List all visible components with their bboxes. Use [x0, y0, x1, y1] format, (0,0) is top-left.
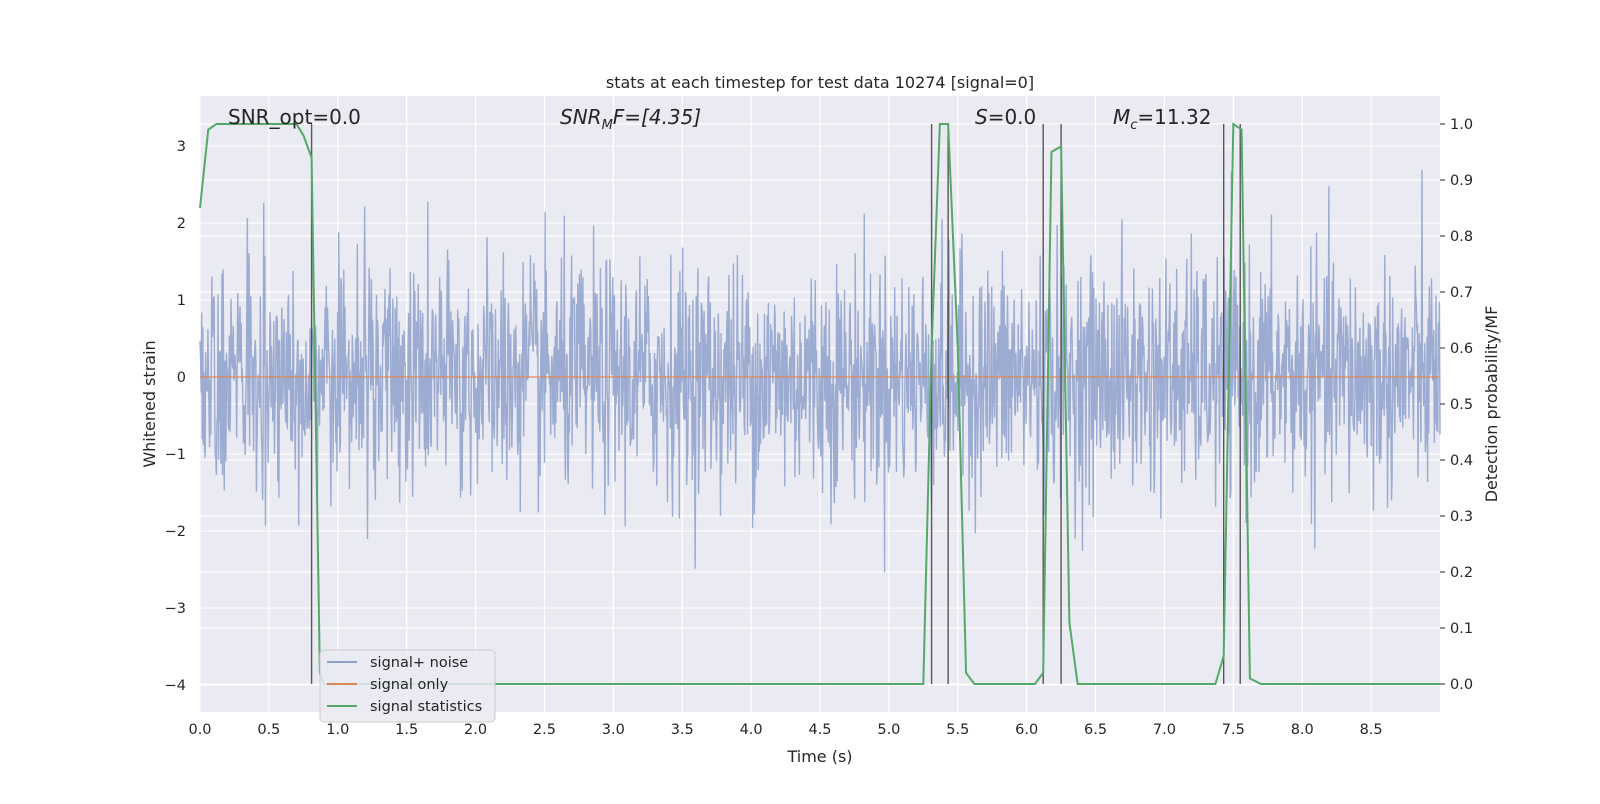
annotation-snr-mf-sub: M [602, 118, 613, 133]
legend-label-signal-noise: signal+ noise [370, 655, 468, 671]
y2-tick-label: 0.2 [1450, 565, 1473, 581]
y2-tick-label: 0.9 [1450, 173, 1473, 189]
y-tick-label: 1 [177, 293, 186, 309]
y-tick-label: −4 [165, 678, 186, 694]
y2-tick-label: 0.3 [1450, 509, 1473, 525]
annotation-mc: Mc=11.32 [1113, 105, 1211, 133]
signal-noise-series [199, 170, 1441, 573]
y-axis-ticks: 3 2 1 0 −1 −2 −3 −4 [165, 139, 186, 694]
annotation-mc-rest: =11.32 [1137, 105, 1211, 129]
x-tick-label: 4.5 [808, 722, 831, 738]
annotation-mc-base: M [1113, 105, 1130, 129]
x-tick-label: 5.5 [946, 722, 969, 738]
annotation-s-rest: =0.0 [988, 105, 1037, 129]
annotation-snr-mf: SNRMF=[4.35] [560, 105, 701, 133]
x-axis-label: Time (s) [786, 747, 852, 766]
x-tick-label: 2.0 [464, 722, 487, 738]
y2-tick-label: 0.7 [1450, 285, 1473, 301]
y-axis-label: Whitened strain [140, 340, 159, 467]
annotation-snr-opt: SNR_opt=0.0 [228, 105, 361, 129]
signal-statistics-line [199, 122, 1440, 685]
y-tick-label: −2 [165, 524, 186, 540]
x-tick-label: 3.0 [602, 722, 625, 738]
event-vlines [310, 124, 1241, 684]
x-tick-label: 7.0 [1153, 722, 1176, 738]
x-tick-label: 8.5 [1360, 722, 1383, 738]
legend-box [319, 649, 496, 723]
y-tick-label: 2 [177, 216, 186, 232]
x-tick-label: 7.5 [1222, 722, 1245, 738]
y2-tick-label: 1.0 [1450, 117, 1473, 133]
y-tick-label: 0 [177, 370, 186, 386]
legend: signal+ noise signal only signal statist… [319, 649, 496, 723]
x-tick-label: 1.0 [326, 722, 349, 738]
y-tick-label: −3 [165, 601, 186, 617]
y2-axis-ticks: 1.0 0.9 0.8 0.7 0.6 0.5 0.4 0.3 0.2 0.1 0.0 [1440, 117, 1473, 693]
x-tick-label: 1.5 [395, 722, 418, 738]
y-tick-label: 3 [177, 139, 186, 155]
annotation-snr-mf-rest: F=[4.35] [613, 105, 701, 129]
chart-title: stats at each timestep for test data 102… [606, 73, 1034, 92]
y2-tick-label: 0.6 [1450, 341, 1473, 357]
y-tick-label: −1 [165, 447, 186, 463]
x-tick-label: 0.0 [188, 722, 211, 738]
x-tick-label: 0.5 [257, 722, 280, 738]
y2-tick-label: 0.4 [1450, 453, 1473, 469]
signal-statistics-series [199, 122, 1440, 685]
y2-tick-label: 0.5 [1450, 397, 1473, 413]
legend-label-signal-statistics: signal statistics [370, 699, 482, 715]
x-tick-label: 6.5 [1084, 722, 1107, 738]
legend-label-signal-only: signal only [370, 677, 449, 693]
annotation-s: S=0.0 [975, 105, 1036, 129]
y2-tick-label: 0.1 [1450, 621, 1473, 637]
x-axis-ticks: 0.0 0.5 1.0 1.5 2.0 2.5 3.0 3.5 4.0 4.5 5.0 5.5 6.0 6… [188, 722, 1382, 738]
signal-noise-line [199, 170, 1441, 573]
y2-tick-label: 0.8 [1450, 229, 1473, 245]
y2-axis-label: Detection probability/MF [1482, 306, 1501, 503]
annotation-snr-mf-base: SNR [560, 105, 602, 129]
x-tick-label: 5.0 [877, 722, 900, 738]
x-tick-label: 8.0 [1291, 722, 1314, 738]
y2-tick-label: 0.0 [1450, 677, 1473, 693]
x-tick-label: 2.5 [533, 722, 556, 738]
annotation-mc-sub: c [1130, 118, 1137, 133]
x-tick-label: 4.0 [740, 722, 763, 738]
x-tick-label: 6.0 [1015, 722, 1038, 738]
annotation-s-italic: S [975, 105, 988, 129]
x-tick-label: 3.5 [671, 722, 694, 738]
